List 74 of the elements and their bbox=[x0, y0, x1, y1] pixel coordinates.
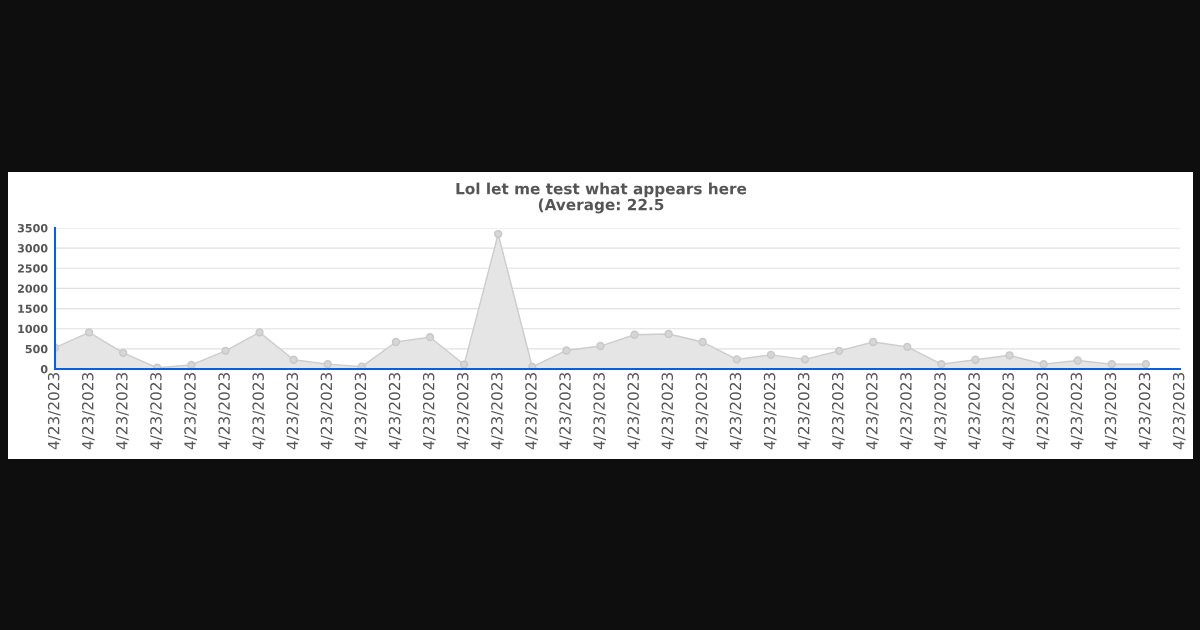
x-tick-label: 4/23/2023 bbox=[320, 373, 334, 450]
point bbox=[766, 350, 776, 360]
x-tick-label: 4/23/2023 bbox=[218, 373, 232, 450]
point bbox=[425, 333, 435, 342]
point bbox=[84, 328, 94, 337]
y-tick-label: 500 bbox=[25, 344, 48, 354]
x-tick-label: 4/23/2023 bbox=[47, 373, 61, 450]
x-tick-label: 4/23/2023 bbox=[763, 373, 777, 450]
x-tick-label: 4/23/2023 bbox=[422, 373, 436, 450]
x-tick-label: 4/23/2023 bbox=[559, 373, 572, 450]
x-tick-label: 4/23/2023 bbox=[184, 373, 197, 450]
point bbox=[834, 346, 844, 356]
point bbox=[937, 359, 946, 369]
point bbox=[255, 328, 264, 337]
y-tick-label: 2000 bbox=[18, 284, 48, 293]
x-tick-label: 4/23/2023 bbox=[286, 373, 300, 450]
x-tick-label: 4/23/2023 bbox=[729, 373, 743, 450]
y-tick-label: 0 bbox=[40, 364, 48, 374]
x-tick-label: 4/23/2023 bbox=[1036, 373, 1050, 450]
x-tick-label: 4/23/2023 bbox=[1138, 373, 1152, 450]
point bbox=[732, 355, 741, 364]
point bbox=[357, 362, 366, 369]
x-tick-label: 4/23/2023 bbox=[797, 373, 811, 450]
point bbox=[1107, 359, 1116, 369]
point bbox=[289, 355, 298, 364]
point bbox=[1039, 359, 1048, 369]
point bbox=[630, 330, 639, 339]
x-tick-label: 4/23/2023 bbox=[968, 373, 982, 450]
x-tick-label: 4/23/2023 bbox=[831, 373, 845, 450]
x-tick-label: 4/23/2023 bbox=[661, 373, 675, 450]
x-tick-label: 4/23/2023 bbox=[627, 373, 641, 450]
point bbox=[528, 362, 537, 369]
y-tick-label: 3000 bbox=[17, 244, 48, 253]
x-tick-label: 4/23/2023 bbox=[456, 373, 470, 450]
point bbox=[698, 337, 707, 347]
point bbox=[119, 348, 128, 358]
point bbox=[221, 346, 230, 356]
point bbox=[494, 229, 503, 239]
x-tick-label: 4/23/2023 bbox=[388, 373, 402, 450]
x-tick-label: 4/23/2023 bbox=[81, 373, 95, 450]
x-tick-label: 4/23/2023 bbox=[1002, 373, 1016, 450]
point bbox=[903, 342, 912, 352]
point bbox=[800, 355, 810, 364]
x-tick-label: 4/23/2023 bbox=[1172, 373, 1186, 450]
y-tick-label: 3500 bbox=[17, 223, 48, 233]
x-tick-label: 4/23/2023 bbox=[866, 373, 879, 450]
point bbox=[664, 329, 673, 339]
point bbox=[1073, 356, 1082, 365]
point bbox=[323, 359, 332, 369]
x-tick-label: 4/23/2023 bbox=[1070, 373, 1084, 450]
x-tick-label: 4/23/2023 bbox=[900, 373, 913, 450]
point bbox=[391, 337, 401, 347]
x-tick-label: 4/23/2023 bbox=[934, 373, 947, 450]
x-tick-label: 4/23/2023 bbox=[150, 373, 163, 450]
point bbox=[1005, 351, 1014, 360]
x-tick-label: 4/23/2023 bbox=[116, 373, 129, 450]
x-tick-label: 4/23/2023 bbox=[252, 373, 266, 450]
y-tick-label: 1500 bbox=[18, 304, 48, 313]
point bbox=[869, 337, 878, 347]
x-tick-label: 4/23/2023 bbox=[491, 373, 504, 450]
point bbox=[971, 355, 980, 364]
y-tick-label: 2500 bbox=[18, 264, 48, 273]
point bbox=[1141, 359, 1151, 369]
x-tick-label: 4/23/2023 bbox=[354, 373, 368, 450]
point bbox=[459, 360, 469, 369]
x-tick-label: 4/23/2023 bbox=[593, 373, 607, 450]
x-tick-label: 4/23/2023 bbox=[1104, 373, 1118, 450]
point bbox=[187, 360, 196, 369]
x-tick-label: 4/23/2023 bbox=[525, 373, 538, 450]
chart-title: Lol let me test what appears here (Average: 22.5 bbox=[456, 182, 747, 214]
y-tick-label: 1000 bbox=[18, 324, 48, 334]
point bbox=[596, 341, 605, 351]
x-tick-label: 4/23/2023 bbox=[695, 373, 709, 450]
point bbox=[562, 346, 571, 355]
